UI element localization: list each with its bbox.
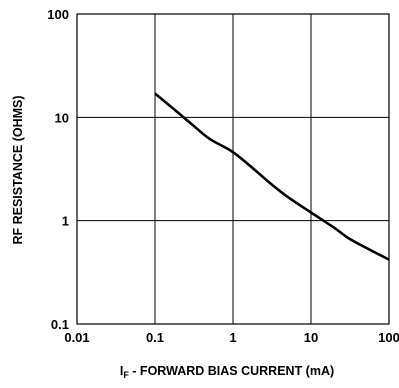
x-tick-label: 0.01 (64, 330, 89, 345)
x-axis-label-subscript: F (123, 370, 129, 380)
y-tick-label: 100 (47, 7, 69, 22)
y-axis-label: RF RESISTANCE (OHMS) (11, 95, 25, 244)
y-tick-label: 1 (62, 214, 69, 229)
x-axis-label-main: I (120, 364, 123, 378)
x-tick-label: 0.1 (146, 330, 164, 345)
x-tick-label: 10 (304, 330, 318, 345)
y-tick-label: 0.1 (51, 317, 69, 332)
x-tick-label: 1 (229, 330, 236, 345)
x-axis-label-rest: - FORWARD BIAS CURRENT (mA) (129, 364, 334, 378)
y-tick-label: 10 (55, 110, 69, 125)
series (154, 92, 390, 261)
x-axis-label: IF - FORWARD BIAS CURRENT (mA) (120, 364, 334, 380)
grid (76, 13, 390, 325)
series-line (154, 92, 390, 261)
plot-frame (76, 13, 390, 325)
x-tick-label: 100 (378, 330, 399, 345)
